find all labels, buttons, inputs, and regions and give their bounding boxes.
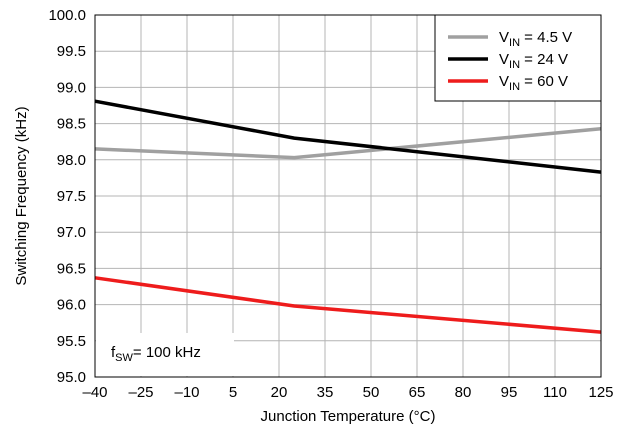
legend-label-1: VIN = 4.5 V bbox=[499, 29, 572, 49]
series-layer bbox=[94, 99, 602, 334]
x-tick-label: –10 bbox=[174, 384, 199, 401]
y-tick-label: 96.5 bbox=[57, 260, 86, 277]
x-tick-label: 110 bbox=[543, 384, 567, 401]
y-tick-label: 100.0 bbox=[48, 7, 86, 24]
plot-frame bbox=[94, 14, 602, 378]
series-line-2 bbox=[94, 99, 602, 174]
series-line-3 bbox=[94, 276, 602, 334]
annotation-text: fSW= 100 kHz bbox=[111, 344, 201, 364]
x-tick-label: 50 bbox=[363, 384, 380, 401]
y-tick-label: 95.5 bbox=[57, 333, 86, 350]
x-tick-label: 20 bbox=[271, 384, 288, 401]
y-axis-label: Switching Frequency (kHz) bbox=[13, 106, 30, 285]
y-tick-label: 97.5 bbox=[57, 188, 86, 205]
series-line-1 bbox=[94, 126, 602, 160]
annotation: fSW= 100 kHz bbox=[96, 333, 234, 376]
y-tick-label: 97.0 bbox=[57, 224, 86, 241]
tick-labels: –40 –25 –10 5 20 35 50 65 80 95 110 125 95.0 95.5 96.0… bbox=[48, 7, 613, 401]
y-tick-label: 99.5 bbox=[57, 43, 86, 60]
y-tick-label: 95.0 bbox=[57, 369, 86, 386]
x-tick-label: –25 bbox=[128, 384, 153, 401]
x-tick-label: 5 bbox=[229, 384, 237, 401]
x-tick-label: –40 bbox=[82, 384, 107, 401]
y-tick-label: 98.0 bbox=[57, 152, 86, 169]
x-tick-label: 80 bbox=[455, 384, 472, 401]
x-axis-label: Junction Temperature (°C) bbox=[261, 408, 436, 425]
y-tick-label: 96.0 bbox=[57, 297, 86, 314]
y-tick-label: 98.5 bbox=[57, 116, 86, 133]
y-tick-label: 99.0 bbox=[57, 79, 86, 96]
legend-label-2: VIN = 24 V bbox=[499, 51, 568, 71]
annotation-box bbox=[96, 333, 234, 376]
x-tick-label: 95 bbox=[501, 384, 518, 401]
x-tick-label: 65 bbox=[409, 384, 426, 401]
legend-label-3: VIN = 60 V bbox=[499, 73, 568, 93]
x-tick-label: 35 bbox=[317, 384, 334, 401]
x-tick-label: 125 bbox=[588, 384, 613, 401]
